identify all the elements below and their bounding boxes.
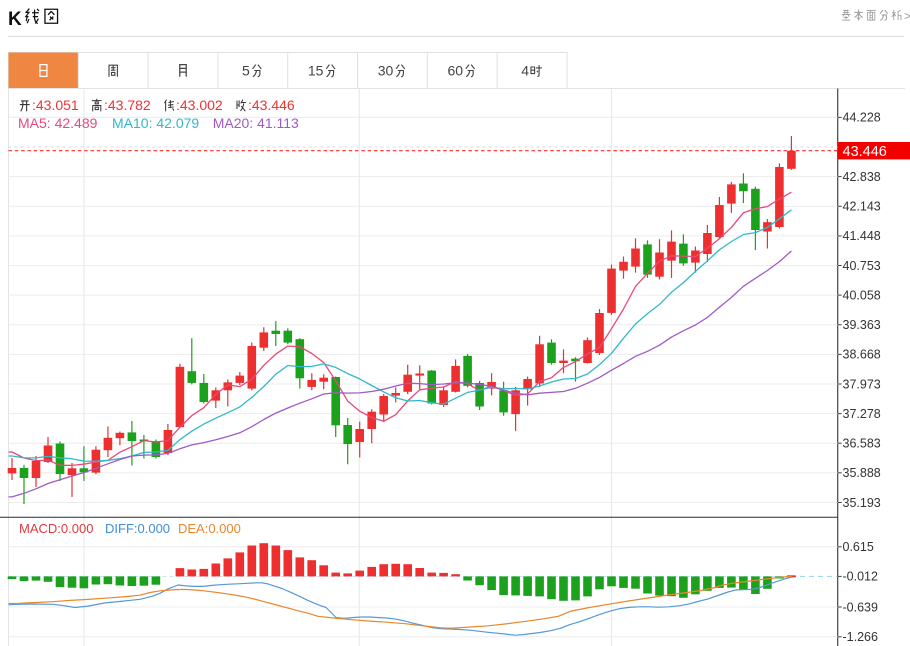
svg-text::43.002: :43.002 (176, 97, 223, 113)
svg-text:DIFF:0.000: DIFF:0.000 (105, 521, 170, 536)
svg-text:35.888: 35.888 (843, 466, 881, 480)
svg-text:35.193: 35.193 (843, 496, 881, 510)
svg-text:-0.639: -0.639 (843, 600, 878, 614)
svg-text:40.058: 40.058 (843, 288, 881, 302)
svg-text:>: > (904, 9, 910, 23)
svg-text:15: 15 (308, 63, 324, 79)
svg-text:60: 60 (448, 63, 464, 79)
svg-text:30: 30 (378, 63, 394, 79)
svg-text:44.228: 44.228 (843, 111, 881, 125)
svg-text:-0.012: -0.012 (843, 570, 878, 584)
svg-text::43.446: :43.446 (248, 97, 295, 113)
svg-text:42.143: 42.143 (843, 200, 881, 214)
svg-text:DEA:0.000: DEA:0.000 (178, 521, 241, 536)
svg-text:MA10: 42.079: MA10: 42.079 (112, 115, 199, 131)
svg-text:41.448: 41.448 (843, 229, 881, 243)
svg-text:4: 4 (521, 63, 529, 79)
svg-text:MACD:0.000: MACD:0.000 (19, 521, 93, 536)
svg-text:5: 5 (242, 63, 250, 79)
svg-text:K: K (8, 9, 22, 30)
svg-text::43.782: :43.782 (104, 97, 151, 113)
svg-text:37.278: 37.278 (843, 407, 881, 421)
svg-text:40.753: 40.753 (843, 259, 881, 273)
svg-text:37.973: 37.973 (843, 377, 881, 391)
svg-text:MA5: 42.489: MA5: 42.489 (18, 115, 98, 131)
svg-text:38.668: 38.668 (843, 348, 881, 362)
svg-text::43.051: :43.051 (32, 97, 79, 113)
svg-text:43.446: 43.446 (843, 144, 887, 160)
svg-text:-1.266: -1.266 (843, 630, 878, 644)
svg-text:39.363: 39.363 (843, 318, 881, 332)
svg-text:0.615: 0.615 (843, 540, 874, 554)
svg-text:MA20: 41.113: MA20: 41.113 (213, 115, 299, 131)
svg-text:36.583: 36.583 (843, 437, 881, 451)
svg-text:42.838: 42.838 (843, 170, 881, 184)
